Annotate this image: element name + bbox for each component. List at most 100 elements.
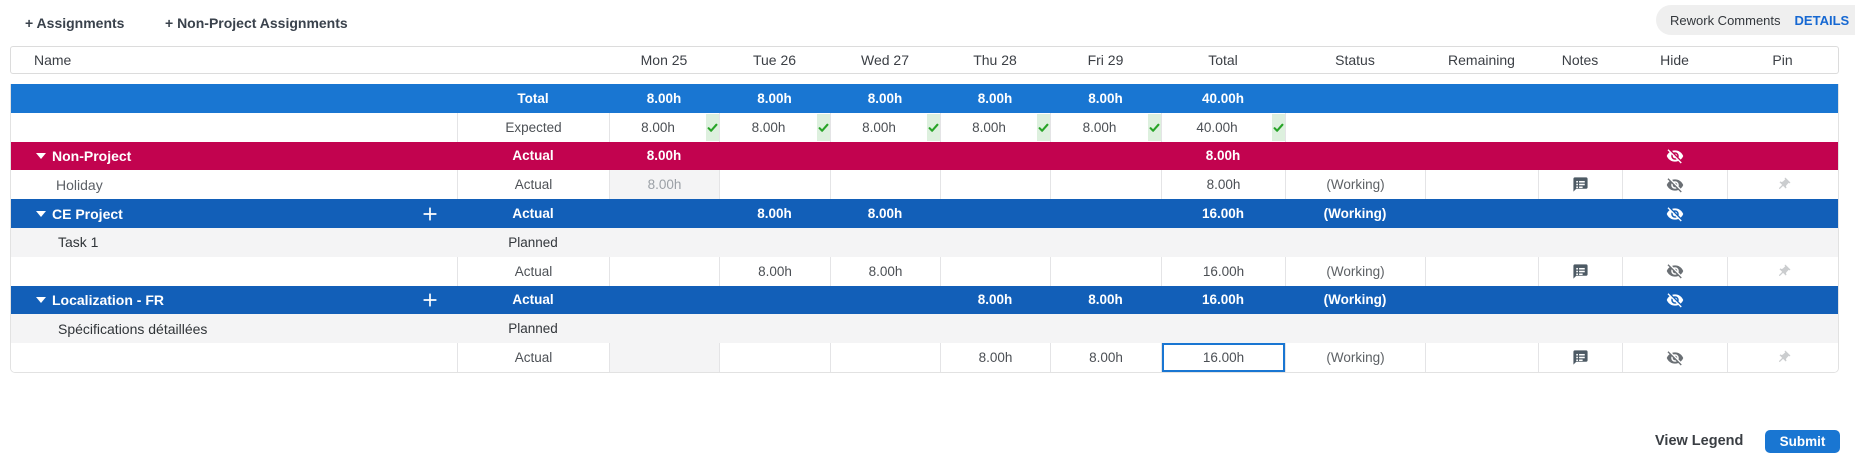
row-type-label-text: Actual [512,206,554,222]
row-type-label: Actual [457,286,609,315]
cell-hide [1622,199,1727,228]
column-header-notes: Notes [1561,52,1599,68]
row-type-label-text: Planned [508,234,558,250]
cell-tue-input[interactable] [719,343,830,372]
cell-name [11,257,457,286]
rework-comments-button[interactable]: Rework Comments [1670,12,1781,28]
cell-total-input[interactable]: 16.00h [1161,256,1285,286]
row-type-label: Planned [457,228,609,257]
cell-tue-input[interactable]: 8.00h [719,256,830,286]
hide-row-button[interactable] [1666,205,1684,223]
cell-remaining [1425,84,1538,113]
collapse-caret-icon[interactable] [36,152,46,159]
add-assignments-button[interactable]: + Assignments [25,15,125,31]
row-type-label: Actual [457,256,609,286]
notes-icon [1573,350,1588,365]
row-type-label: Actual [457,170,609,200]
notes-button[interactable] [1572,263,1589,280]
cell-fri-input[interactable] [1050,170,1161,200]
hide-eye-off-icon [1666,178,1684,193]
cell-wed: 8.00h [830,112,940,142]
cell-status: (Working) [1285,343,1425,372]
cell-mon-input[interactable] [609,256,719,286]
check-icon [1038,123,1049,132]
cell-status: (Working) [1285,199,1425,228]
cell-fri-input[interactable] [1050,256,1161,286]
column-header-remaining: Remaining [1448,52,1515,68]
notes-button[interactable] [1572,349,1589,366]
group-name-label: CE Project [52,205,123,222]
pin-row-button[interactable] [1776,264,1791,279]
cell-tue-input[interactable] [719,170,830,200]
row-type-label-text: Actual [512,292,554,308]
cell-wed: 8.00h [830,199,940,228]
cell-total: 40.00h [1161,112,1285,142]
cell-notes [1538,142,1622,171]
cell-status [1285,314,1425,343]
cell-thu: 8.00h [940,286,1050,315]
group-row-non-project: Non-Project Actual 8.00h 8.00h [11,141,1838,171]
hide-row-button[interactable] [1666,262,1684,280]
row-type-label-text: Actual [512,148,554,164]
actual-entry-row-3: Holiday Actual 8.00h 8.00h (Working) [11,170,1838,200]
row-type-label: Actual [457,142,609,171]
hide-row-button[interactable] [1666,349,1684,367]
collapse-caret-icon[interactable] [36,296,46,303]
cell-thu [940,199,1050,228]
hide-row-button[interactable] [1666,291,1684,309]
cell-wed [830,314,940,343]
cell-total-input[interactable]: 8.00h [1161,170,1285,200]
column-header-pin: Pin [1772,52,1793,68]
hide-row-button[interactable] [1666,147,1684,165]
row-type-label: Planned [457,314,609,343]
hours-value: 8.00h [862,119,896,135]
cell-wed-input[interactable] [830,170,940,200]
cell-thu-input[interactable]: 8.00h [940,343,1050,372]
status-text: (Working) [1323,206,1387,222]
add-row-button[interactable] [423,206,437,221]
hide-eye-off-icon [1666,149,1683,164]
view-legend-button[interactable]: View Legend [1655,433,1744,449]
cell-total [1161,314,1285,343]
cell-fri-input[interactable]: 8.00h [1050,343,1161,372]
cell-name: Localization - FR [11,286,457,315]
collapse-caret-icon[interactable] [36,210,46,217]
cell-total-input[interactable]: 16.00h [1161,343,1285,372]
add-row-button[interactable] [423,293,437,307]
hours-value: 8.00h [867,206,903,222]
cell-tue: 8.00h [719,199,830,228]
cell-mon-input: 8.00h [609,170,719,200]
cell-mon-input [609,343,719,372]
approved-check-zone [1148,113,1161,141]
column-header-name: Name [34,52,72,68]
cell-notes [1538,228,1622,257]
cell-remaining [1425,314,1538,343]
pin-row-button[interactable] [1776,177,1791,192]
hours-value: 8.00h [758,263,792,279]
cell-wed-input[interactable]: 8.00h [830,256,940,286]
hours-value: 16.00h [1201,206,1245,222]
cell-name: CE Project [11,199,457,228]
pin-row-button[interactable] [1776,350,1791,365]
cell-thu-input[interactable] [940,170,1050,200]
cell-remaining [1425,142,1538,171]
cell-name [11,343,457,372]
approved-check-zone [927,113,940,141]
cell-tue: 8.00h [719,112,830,142]
cell-wed-input[interactable] [830,343,940,372]
planned-row-sp-cifications-d-taill-es: Spécifications détaillées Planned [11,314,1838,344]
hours-value: 8.00h [1206,177,1241,193]
status-text: (Working) [1326,263,1385,279]
add-non-project-assignments-button[interactable]: + Non-Project Assignments [165,15,348,31]
status-text: (Working) [1326,177,1385,193]
cell-total: 16.00h [1161,286,1285,315]
cell-pin [1727,286,1838,315]
details-button[interactable]: DETAILS [1794,12,1850,28]
notes-button[interactable] [1572,176,1589,193]
submit-button[interactable]: Submit [1765,430,1840,453]
check-icon [707,123,718,132]
cell-thu-input[interactable] [940,256,1050,286]
hide-row-button[interactable] [1666,176,1684,194]
cell-remaining [1425,170,1538,200]
cell-hide [1622,170,1727,200]
